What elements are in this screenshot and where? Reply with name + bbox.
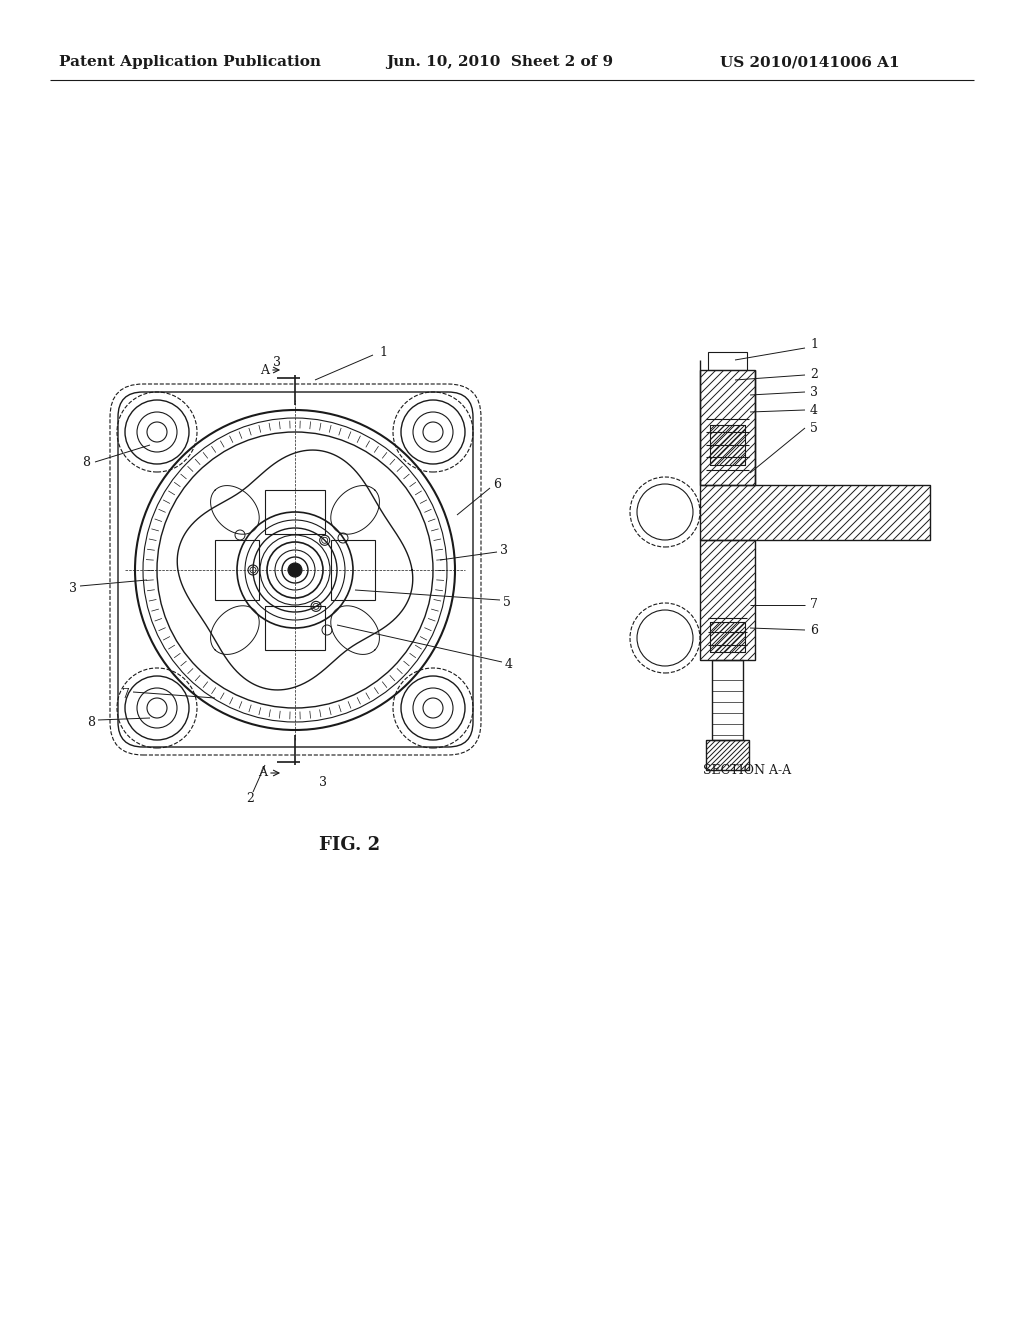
Bar bbox=[712, 660, 743, 741]
Bar bbox=[708, 352, 746, 370]
Bar bbox=[710, 425, 745, 465]
Text: 3: 3 bbox=[500, 544, 508, 557]
Text: 8: 8 bbox=[87, 715, 95, 729]
Text: 4: 4 bbox=[505, 659, 513, 672]
Text: FIG. 2: FIG. 2 bbox=[319, 836, 381, 854]
Bar bbox=[331, 540, 375, 601]
Text: SECTION A-A: SECTION A-A bbox=[702, 763, 792, 776]
Text: 3: 3 bbox=[69, 582, 77, 594]
Text: 5: 5 bbox=[503, 595, 511, 609]
Bar bbox=[265, 490, 325, 535]
Bar bbox=[706, 741, 749, 770]
Bar bbox=[265, 606, 325, 649]
Text: 7: 7 bbox=[122, 689, 130, 701]
Text: A: A bbox=[260, 363, 269, 376]
Text: 6: 6 bbox=[493, 479, 501, 491]
Text: 4: 4 bbox=[810, 404, 818, 417]
Text: Patent Application Publication: Patent Application Publication bbox=[59, 55, 321, 69]
Text: 5: 5 bbox=[810, 421, 818, 434]
Text: 1: 1 bbox=[379, 346, 387, 359]
Text: US 2010/0141006 A1: US 2010/0141006 A1 bbox=[720, 55, 900, 69]
Text: 3: 3 bbox=[319, 776, 327, 789]
Bar bbox=[700, 370, 755, 484]
Bar bbox=[700, 484, 930, 540]
Bar bbox=[710, 622, 745, 652]
Text: 3: 3 bbox=[273, 356, 281, 370]
Bar bbox=[700, 540, 755, 660]
Text: Jun. 10, 2010  Sheet 2 of 9: Jun. 10, 2010 Sheet 2 of 9 bbox=[386, 55, 613, 69]
Text: 2: 2 bbox=[810, 368, 818, 381]
Bar bbox=[215, 540, 259, 601]
Text: 2: 2 bbox=[246, 792, 254, 804]
Text: 8: 8 bbox=[82, 455, 90, 469]
Text: 3: 3 bbox=[810, 385, 818, 399]
Text: 1: 1 bbox=[810, 338, 818, 351]
Text: 6: 6 bbox=[810, 623, 818, 636]
Circle shape bbox=[288, 564, 302, 577]
Text: 7: 7 bbox=[810, 598, 818, 611]
Text: A: A bbox=[258, 767, 267, 780]
